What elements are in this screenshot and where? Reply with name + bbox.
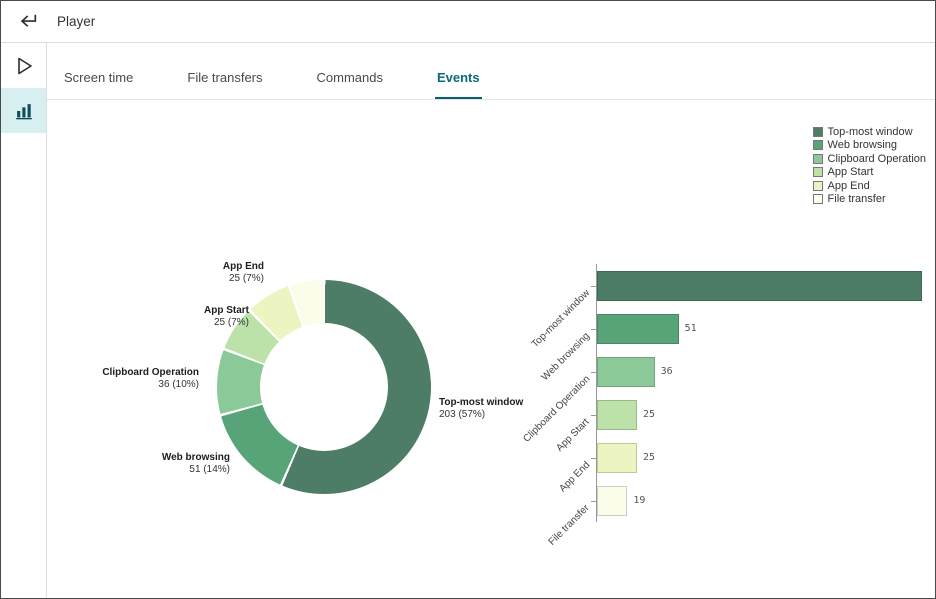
bar-row: App End 25	[557, 436, 922, 494]
legend-label: File transfer	[827, 193, 886, 206]
legend-swatch	[812, 167, 823, 178]
bar-value-label: 25	[643, 409, 656, 420]
content: Screen time File transfers Commands Even…	[47, 43, 935, 598]
donut-label-name: App Start	[204, 305, 249, 316]
bar-row: File transfer 19	[547, 479, 922, 547]
bar-category-label: File transfer	[546, 502, 592, 548]
tab-bar: Screen time File transfers Commands Even…	[47, 43, 935, 100]
bar	[597, 442, 638, 473]
bar-value-label: 25	[643, 452, 656, 463]
events-charts: Top-most window Web browsing Clipboard Ope…	[47, 101, 935, 598]
donut-label-top-most-window: Top-most window 203 (57%)	[439, 397, 569, 420]
bar-row: App Start 25	[555, 393, 922, 453]
donut-label-name: Clipboard Operation	[102, 367, 199, 378]
legend-item: App End	[812, 179, 926, 193]
page-title: Player	[57, 14, 96, 29]
bar-value-label: 51	[684, 323, 697, 334]
bar-row: Top-most window	[529, 264, 922, 350]
bar	[597, 270, 922, 301]
donut-label-name: App End	[222, 261, 264, 272]
back-arrow-icon	[20, 14, 37, 27]
donut-label-value: 51 (14%)	[189, 463, 230, 475]
legend-swatch	[812, 126, 823, 137]
legend-item: App Start	[812, 166, 926, 180]
bar	[597, 399, 638, 430]
tab-file-transfers[interactable]: File transfers	[187, 70, 263, 85]
legend-swatch	[812, 140, 823, 151]
legend-item: File transfer	[812, 193, 926, 207]
donut-label-value: 36 (10%)	[158, 378, 199, 390]
legend-item: Web browsing	[812, 139, 926, 153]
legend-item: Top-most window	[812, 125, 926, 139]
sidebar-item-analytics[interactable]	[1, 88, 46, 133]
play-icon	[17, 57, 32, 74]
legend-label: App Start	[827, 166, 874, 179]
bar-category-label: App Start	[554, 416, 592, 454]
donut-label-app-start: App Start 25 (7%)	[149, 305, 249, 328]
donut-label-value: 25 (7%)	[213, 316, 249, 328]
bar-row: Clipboard Operation 36	[521, 350, 922, 444]
donut-label-web-browsing: Web browsing 51 (14%)	[130, 452, 230, 475]
bar	[597, 313, 679, 344]
legend-swatch	[812, 180, 823, 191]
donut-label-value: 203 (57%)	[439, 408, 486, 420]
donut-label-name: Top-most window	[439, 397, 524, 408]
legend-label: Web browsing	[827, 139, 898, 152]
bar	[597, 356, 655, 387]
back-button[interactable]	[13, 7, 43, 37]
legend-label: Top-most window	[827, 125, 913, 138]
donut-label-value: 25 (7%)	[228, 272, 264, 284]
legend-swatch	[812, 194, 823, 205]
sidebar	[1, 43, 47, 598]
legend-label: Clipboard Operation	[827, 152, 926, 165]
legend: Top-most window Web browsing Clipboard Ope…	[812, 125, 926, 207]
donut-label-name: Web browsing	[161, 452, 230, 463]
donut-label-clipboard-operation: Clipboard Operation 36 (10%)	[59, 367, 199, 390]
bar-chart: Top-most window Web browsing 51 Clipboard O…	[521, 264, 922, 547]
bar-category-label: App End	[556, 459, 592, 495]
legend-item: Clipboard Operation	[812, 152, 926, 166]
tab-events[interactable]: Events	[435, 70, 482, 99]
tab-commands[interactable]: Commands	[316, 70, 383, 85]
legend-swatch	[812, 153, 823, 164]
donut-hole	[260, 323, 388, 451]
bar-chart-icon	[15, 103, 32, 119]
bar-value-label: 19	[633, 495, 646, 506]
legend-label: App End	[827, 179, 870, 192]
header: Player	[1, 1, 935, 43]
bar-row: Web browsing 51	[539, 307, 922, 383]
donut-label-app-end: App End 25 (7%)	[164, 261, 264, 284]
bar	[597, 485, 628, 516]
bar-value-label: 36	[660, 366, 673, 377]
sidebar-item-player[interactable]	[1, 43, 46, 88]
donut-chart	[217, 280, 431, 494]
tab-screen-time[interactable]: Screen time	[64, 70, 134, 85]
